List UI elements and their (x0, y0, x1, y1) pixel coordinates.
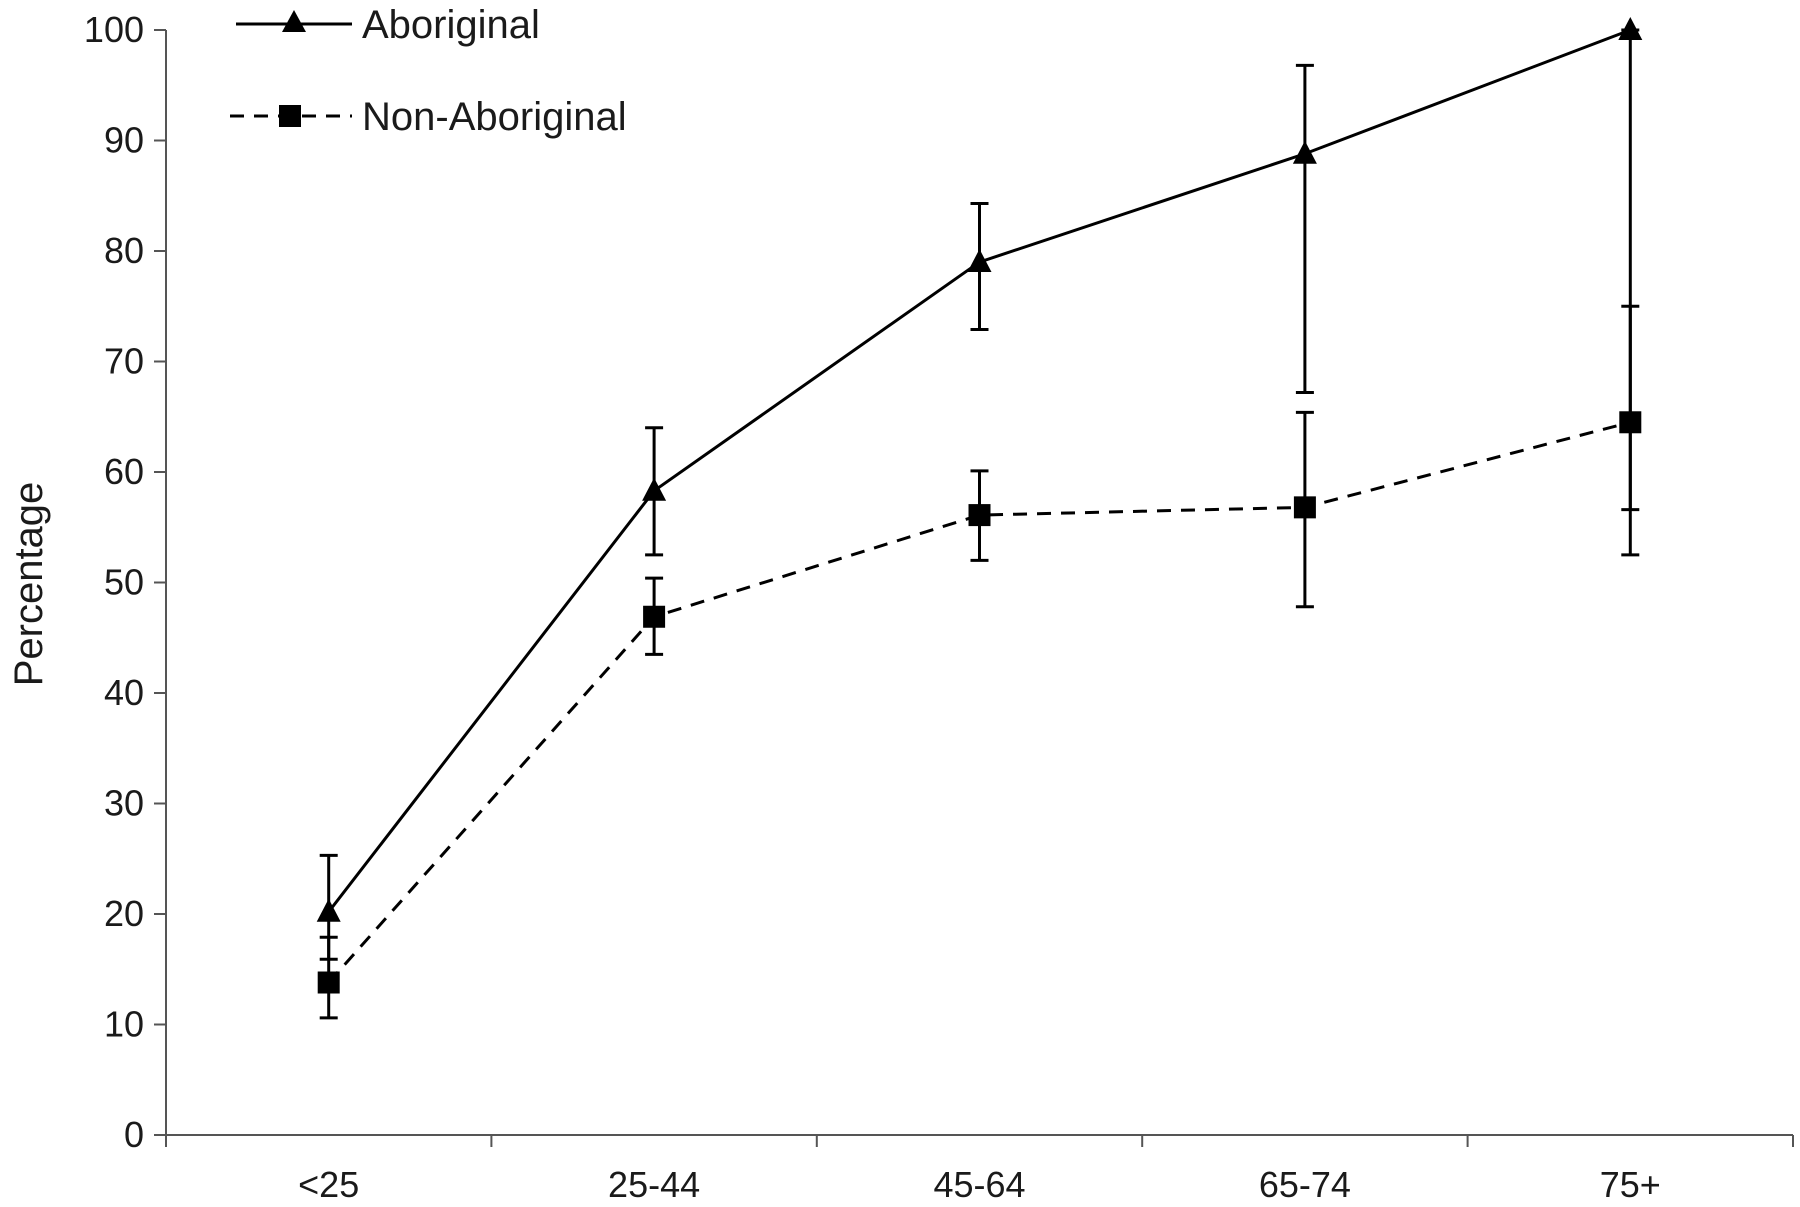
x-tick-label: <25 (298, 1164, 359, 1205)
data-point-triangle (316, 898, 341, 922)
legend-item-non-aboriginal: Non-Aboriginal (230, 95, 627, 139)
legend: Aboriginal Non-Aboriginal (230, 3, 627, 139)
y-tick-label: 100 (84, 9, 144, 50)
y-tick-label: 60 (104, 451, 144, 492)
data-point-square (643, 605, 666, 628)
axes (165, 30, 1793, 1136)
data-point-square (968, 504, 991, 527)
x-tick-label: 75+ (1600, 1164, 1661, 1205)
y-tick-label: 40 (104, 672, 144, 713)
y-axis-ticks: 0 10 20 30 40 50 60 70 80 90 100 (84, 9, 166, 1155)
data-point-triangle (1618, 17, 1643, 40)
legend-triangle-marker (282, 10, 306, 32)
data-point-square (1619, 411, 1642, 434)
y-tick-label: 70 (104, 341, 144, 382)
y-tick-label: 80 (104, 230, 144, 271)
series-non-aboriginal (317, 304, 1642, 1020)
legend-label-non-aboriginal: Non-Aboriginal (362, 95, 627, 139)
legend-label-aboriginal: Aboriginal (362, 3, 540, 47)
y-tick-label: 10 (104, 1004, 144, 1045)
y-tick-label: 50 (104, 562, 144, 603)
data-point-square (1293, 496, 1316, 519)
data-point-triangle (967, 249, 992, 273)
y-tick-label: 90 (104, 120, 144, 161)
x-tick-label: 65-74 (1259, 1164, 1351, 1205)
data-point-square (317, 971, 340, 994)
legend-square-marker (279, 105, 301, 127)
y-tick-label: 30 (104, 783, 144, 824)
x-tick-label: 25-44 (608, 1164, 700, 1205)
series-layer (316, 17, 1643, 1020)
y-axis-title: Percentage (7, 482, 51, 687)
y-tick-label: 20 (104, 893, 144, 934)
x-tick-label: 45-64 (933, 1164, 1025, 1205)
x-axis-ticks: <25 25-44 45-64 65-74 75+ (165, 1135, 1794, 1205)
data-point-triangle (1292, 140, 1317, 164)
data-point-triangle (642, 477, 667, 501)
legend-item-aboriginal: Aboriginal (236, 3, 540, 47)
y-tick-label: 0 (124, 1114, 144, 1155)
